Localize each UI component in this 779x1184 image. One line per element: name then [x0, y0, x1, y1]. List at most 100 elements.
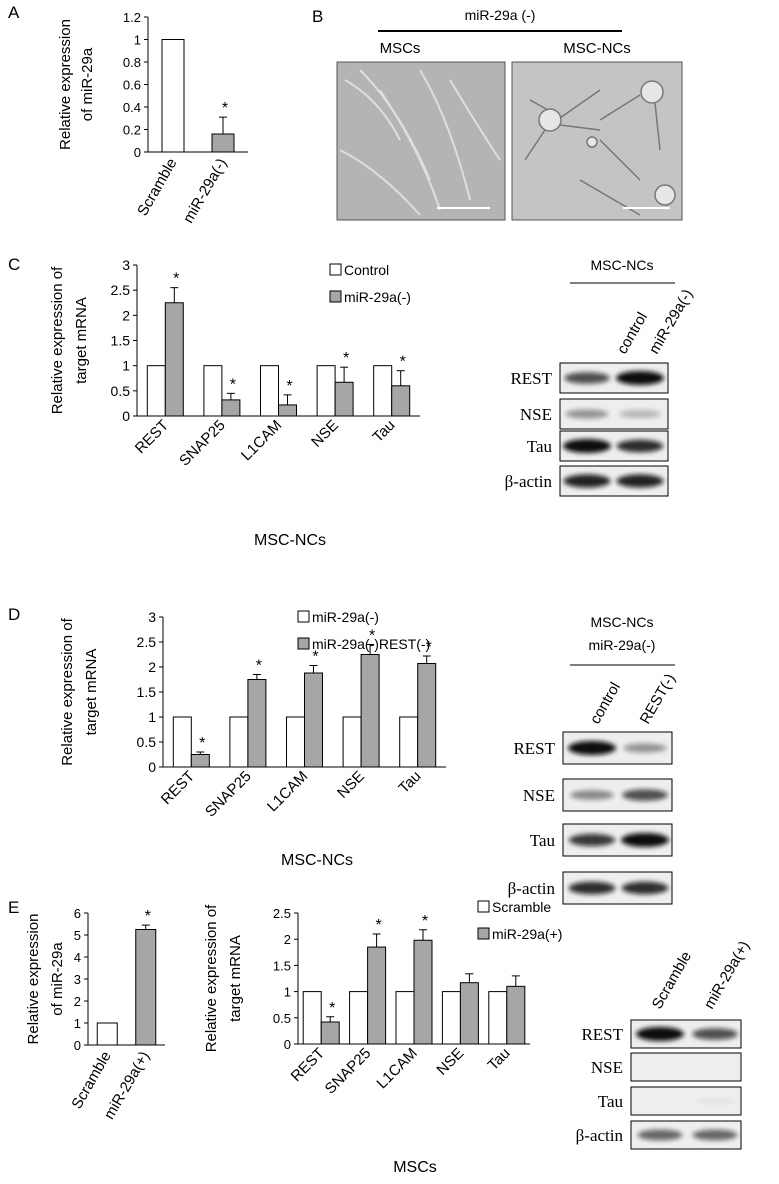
y-tick-label: 1.5: [273, 958, 291, 973]
blot-band: [616, 474, 664, 488]
blot-band: [565, 409, 609, 419]
bar: [360, 654, 380, 768]
x-tick-label: NSE: [308, 417, 342, 451]
cell-texture: [339, 69, 501, 216]
bar: [135, 929, 157, 1046]
x-tick-label: REST: [288, 1045, 328, 1085]
y-tick-label: 1.2: [123, 10, 141, 25]
lane-label: control: [614, 310, 651, 357]
bar: [96, 1022, 118, 1046]
y-tick-label: 0.5: [111, 383, 131, 399]
bar: [506, 985, 526, 1045]
lane-label: miR-29a(+): [701, 938, 753, 1012]
x-tick-label: miR-29a(-): [180, 155, 231, 226]
bar: [278, 404, 297, 417]
lane-label: miR-29a(-): [646, 286, 697, 357]
y-tick-label: 0.6: [123, 78, 141, 93]
blot-band: [563, 439, 611, 453]
y-tick-label: 1: [284, 985, 291, 1000]
legend-swatch: [477, 900, 490, 913]
x-tick-label: Tau: [485, 1045, 514, 1074]
significance-marker: *: [375, 917, 381, 934]
y-tick-label: 0: [284, 1037, 291, 1052]
image-label: MSCs: [380, 40, 421, 57]
y-tick-label: 0: [134, 145, 141, 160]
y-tick-label: 2: [284, 932, 291, 947]
significance-marker: *: [369, 628, 375, 645]
y-tick-label: 3: [122, 257, 130, 273]
legend-label: Scramble: [492, 899, 551, 915]
y-axis-label: Relative expression of: [203, 904, 220, 1052]
legend-label: miR-29a(-): [312, 609, 379, 625]
y-axis-label: target mRNA: [227, 935, 244, 1022]
blot-band: [564, 372, 610, 384]
blot-row-label: REST: [581, 1025, 623, 1044]
y-axis-label: Relative expression of: [49, 266, 66, 414]
bar: [459, 982, 479, 1045]
bar: [367, 946, 387, 1045]
x-tick-label: L1CAM: [373, 1045, 420, 1092]
x-tick-label: SNAP25: [202, 768, 255, 821]
y-axis-label: target mRNA: [73, 297, 90, 384]
bar: [320, 1021, 340, 1045]
panel-letter: D: [8, 605, 20, 624]
significance-marker: *: [329, 1000, 335, 1017]
y-tick-label: 3: [148, 609, 156, 625]
panel-letter: B: [312, 7, 323, 26]
bar: [413, 939, 433, 1045]
blot-row-label: NSE: [523, 786, 555, 805]
blot-row-label: REST: [510, 369, 552, 388]
x-tick-label: L1CAM: [238, 417, 285, 464]
blot-title: MSC-NCs: [591, 257, 654, 273]
legend-label: miR-29a(-): [344, 289, 411, 305]
bar: [247, 679, 267, 768]
significance-marker: *: [222, 100, 228, 117]
y-axis-label: Relative expression: [57, 19, 74, 150]
blot-band: [568, 833, 616, 847]
bar: [302, 991, 322, 1045]
blot-band: [568, 741, 616, 755]
legend-swatch: [297, 637, 310, 650]
lane-label: REST(-): [637, 671, 679, 727]
y-tick-label: 2.5: [273, 906, 291, 921]
x-tick-label: REST: [132, 417, 172, 457]
blot-strip: [630, 1052, 742, 1082]
blot-title: miR-29a(-): [589, 637, 656, 653]
blot-row-label: REST: [513, 739, 555, 758]
significance-marker: *: [199, 735, 205, 752]
y-tick-label: 6: [74, 906, 81, 921]
x-tick-label: L1CAM: [264, 768, 311, 815]
y-tick-label: 0: [122, 408, 130, 424]
bar: [172, 716, 192, 768]
blot-row-label: Tau: [530, 831, 556, 850]
y-tick-label: 5: [74, 928, 81, 943]
y-tick-label: 2: [148, 659, 156, 675]
significance-marker: *: [230, 376, 236, 393]
panel-letter: C: [8, 255, 20, 274]
x-axis-label: MSC-NCs: [254, 532, 326, 549]
y-tick-label: 0.4: [123, 100, 141, 115]
image-label: MSC-NCs: [563, 40, 631, 57]
significance-marker: *: [173, 271, 179, 288]
significance-marker: *: [426, 639, 432, 656]
bar: [161, 39, 185, 153]
blot-row-label: Tau: [527, 437, 553, 456]
y-tick-label: 2.5: [111, 282, 131, 298]
significance-marker: *: [256, 658, 262, 675]
x-tick-label: Scramble: [134, 156, 180, 219]
y-axis-label: of miR-29a: [49, 942, 66, 1016]
bar: [260, 365, 279, 417]
y-tick-label: 1.5: [137, 684, 157, 700]
y-axis-label: Relative expression of: [59, 617, 76, 765]
significance-marker: *: [400, 354, 406, 371]
y-tick-label: 3: [74, 972, 81, 987]
blot-band: [622, 789, 668, 801]
blot-band: [692, 1129, 738, 1141]
x-tick-label: NSE: [433, 1045, 467, 1079]
bar: [164, 302, 184, 417]
y-tick-label: 0: [148, 759, 156, 775]
bar: [316, 365, 336, 417]
bar: [417, 663, 437, 768]
y-tick-label: 0.2: [123, 123, 141, 138]
